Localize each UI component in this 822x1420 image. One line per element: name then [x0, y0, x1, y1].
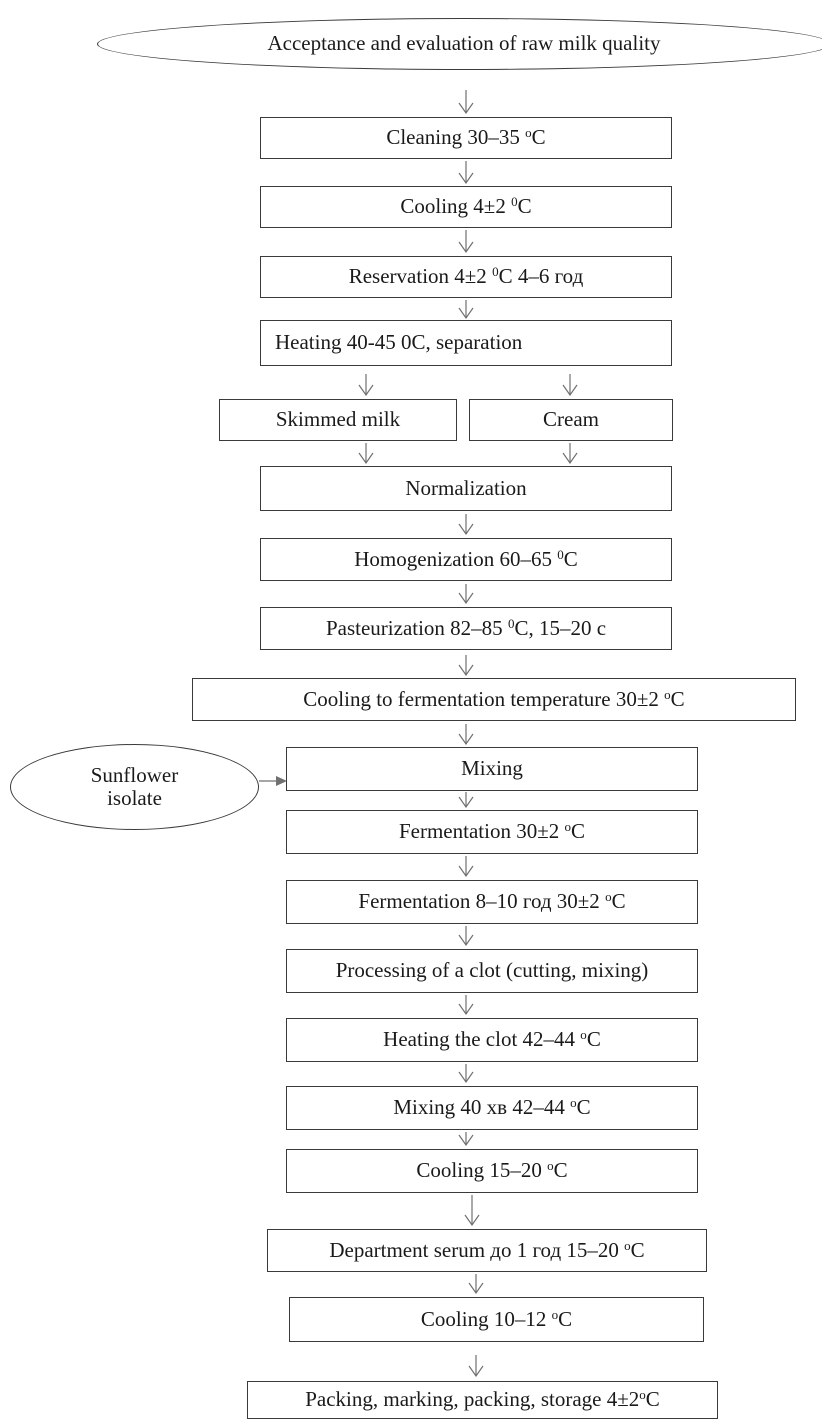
arrow-to-cooling-10-12 — [468, 1274, 484, 1295]
node-sunflower-isolate-line2: isolate — [107, 786, 162, 810]
arrow-to-heating-separation — [458, 300, 474, 320]
node-heating-clot-label: Heating the clot 42–44 oC — [383, 1027, 601, 1052]
arrow-to-fermentation-1 — [458, 792, 474, 809]
arrow-to-homogenization — [458, 514, 474, 536]
arrow-to-mixing — [458, 724, 474, 746]
arrow-to-pasteurization — [458, 584, 474, 605]
node-homogenization: Homogenization 60–65 0C — [260, 538, 672, 581]
node-normalization-label: Normalization — [405, 475, 527, 500]
node-pasteurization: Pasteurization 82–85 0C, 15–20 с — [260, 607, 672, 650]
node-cooling-15-20-label: Cooling 15–20 oC — [416, 1158, 568, 1183]
node-cooling-10-12-label: Cooling 10–12 oC — [420, 1306, 573, 1331]
node-cleaning-label: Cleaning 30–35 oC — [386, 125, 546, 150]
arrow-to-processing-clot — [458, 926, 474, 947]
node-cooling-fermentation-temp: Cooling to fermentation temperature 30±2… — [192, 678, 796, 721]
arrow-to-packing — [468, 1355, 484, 1378]
node-mixing-label: Mixing — [461, 756, 523, 781]
node-fermentation-2: Fermentation 8–10 год 30±2 oC — [286, 880, 698, 924]
node-sunflower-isolate-line1: Sunflower — [90, 762, 179, 787]
arrow-skimmed-to-normalization — [358, 443, 374, 465]
node-cream-label: Cream — [543, 407, 599, 432]
node-cooling-10-12: Cooling 10–12 oC — [289, 1297, 704, 1342]
node-mixing-40-label: Mixing 40 хв 42–44 oC — [393, 1095, 591, 1120]
arrow-sunflower-to-mixing — [259, 776, 287, 786]
node-homogenization-label: Homogenization 60–65 0C — [354, 546, 578, 571]
node-cooling-fermentation-temp-label: Cooling to fermentation temperature 30±2… — [303, 686, 685, 711]
node-cleaning: Cleaning 30–35 oC — [260, 117, 672, 159]
arrow-to-cooling-15-20 — [458, 1132, 474, 1147]
arrow-to-mixing-40 — [458, 1064, 474, 1084]
node-mixing-40: Mixing 40 хв 42–44 oC — [286, 1086, 698, 1130]
node-skimmed-milk: Skimmed milk — [219, 399, 457, 441]
node-pasteurization-label: Pasteurization 82–85 0C, 15–20 с — [325, 615, 607, 640]
node-acceptance: Acceptance and evaluation of raw milk qu… — [97, 18, 822, 70]
node-department-serum-label: Department serum до 1 год 15–20 oC — [329, 1237, 645, 1262]
node-reservation-label: Reservation 4±2 0C 4–6 год — [348, 264, 584, 289]
node-fermentation-1-label: Fermentation 30±2 oC — [398, 819, 586, 844]
node-packing: Packing, marking, packing, storage 4±2oC — [247, 1381, 718, 1419]
node-heating-separation: Heating 40-45 0C, separation — [260, 320, 672, 366]
node-skimmed-milk-label: Skimmed milk — [275, 407, 401, 432]
node-processing-clot-label: Processing of a clot (cutting, mixing) — [335, 958, 649, 983]
arrow-cream-to-normalization — [562, 443, 578, 465]
arrow-to-cooling-fermentation — [458, 655, 474, 677]
arrow-to-skimmed-milk — [358, 374, 374, 397]
node-sunflower-isolate: Sunflower isolate — [10, 744, 259, 830]
arrow-to-reservation — [458, 230, 474, 254]
arrow-to-fermentation-2 — [458, 856, 474, 878]
node-heating-clot: Heating the clot 42–44 oC — [286, 1018, 698, 1062]
node-acceptance-label: Acceptance and evaluation of raw milk qu… — [267, 31, 661, 56]
arrow-to-cream — [562, 374, 578, 397]
node-normalization: Normalization — [260, 466, 672, 511]
node-cooling-1-label: Cooling 4±2 0C — [400, 194, 532, 219]
node-processing-clot: Processing of a clot (cutting, mixing) — [286, 949, 698, 993]
node-packing-label: Packing, marking, packing, storage 4±2oC — [305, 1387, 660, 1412]
arrow-to-cleaning — [458, 90, 474, 115]
node-department-serum: Department serum до 1 год 15–20 oC — [267, 1229, 707, 1272]
arrow-to-department-serum — [464, 1195, 480, 1227]
arrow-to-cooling-1 — [458, 161, 474, 185]
node-heating-separation-label: Heating 40-45 0C, separation — [275, 330, 523, 355]
node-cooling-15-20: Cooling 15–20 oC — [286, 1149, 698, 1193]
arrow-to-heating-clot — [458, 995, 474, 1016]
node-fermentation-1: Fermentation 30±2 oC — [286, 810, 698, 854]
node-reservation: Reservation 4±2 0C 4–6 год — [260, 256, 672, 298]
node-cooling-1: Cooling 4±2 0C — [260, 186, 672, 228]
node-mixing: Mixing — [286, 747, 698, 791]
node-cream: Cream — [469, 399, 673, 441]
node-fermentation-2-label: Fermentation 8–10 год 30±2 oC — [358, 889, 626, 914]
